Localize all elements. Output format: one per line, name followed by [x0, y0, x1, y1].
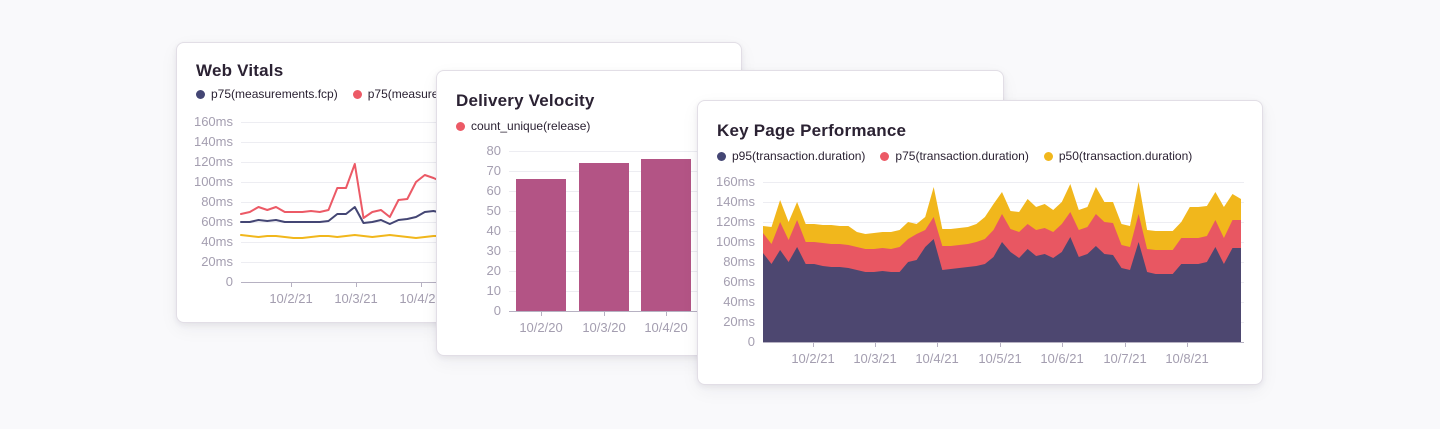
x-axis-label: 10/8/21	[1165, 351, 1209, 366]
x-axis-label: 10/3/20	[582, 320, 626, 335]
legend-item-p75-fcp[interactable]: p75(measurements.fcp)	[196, 87, 338, 101]
key-page-performance-title: Key Page Performance	[717, 121, 907, 140]
x-axis-label: 10/6/21	[1040, 351, 1084, 366]
legend-item-count-unique-release[interactable]: count_unique(release)	[456, 119, 590, 133]
legend-dot-icon	[1043, 151, 1053, 161]
delivery-velocity-title: Delivery Velocity	[456, 91, 595, 110]
gridline	[241, 242, 451, 243]
x-axis-tick	[1000, 342, 1001, 347]
delivery-velocity-legend: count_unique(release)	[456, 119, 590, 133]
x-axis-tick	[421, 282, 422, 287]
y-axis-label: 60ms	[201, 214, 233, 229]
x-axis-tick	[356, 282, 357, 287]
legend-item-p95-duration[interactable]: p95(transaction.duration)	[717, 149, 865, 163]
y-axis-label: 40ms	[201, 234, 233, 249]
gridline	[241, 262, 451, 263]
y-axis-label: 100ms	[193, 174, 233, 189]
y-axis-label: 60ms	[723, 274, 755, 289]
y-axis-label: 120ms	[193, 154, 233, 169]
legend-dot-icon	[717, 151, 726, 161]
y-axis-label: 40	[486, 223, 501, 238]
gridline	[241, 142, 451, 143]
bar-plot[interactable]	[509, 151, 989, 311]
legend-dot-icon	[352, 89, 362, 99]
y-axis-label: 140ms	[715, 194, 755, 209]
area-series	[763, 237, 1241, 342]
y-axis-label: 160ms	[193, 114, 233, 129]
x-axis-tick	[541, 311, 542, 316]
y-axis-label: 20ms	[201, 254, 233, 269]
y-axis-label: 70	[486, 163, 501, 178]
x-axis-tick	[1187, 342, 1188, 347]
x-axis-label: 10/4/21	[915, 351, 959, 366]
legend-dot-icon	[196, 89, 205, 99]
y-axis-label: 40ms	[723, 294, 755, 309]
legend-label: p75(measurements.fcp)	[211, 87, 338, 101]
legend-dot-icon	[880, 151, 890, 161]
gridline	[241, 222, 451, 223]
x-axis-label: 10/2/20	[519, 320, 563, 335]
area-plot[interactable]	[763, 182, 1241, 342]
gridline	[241, 122, 451, 123]
y-axis-label: 0	[747, 334, 755, 349]
bar[interactable]	[641, 159, 691, 311]
y-axis-label: 0	[225, 274, 233, 289]
legend-label: p95(transaction.duration)	[732, 149, 866, 163]
x-axis-line	[763, 342, 1244, 343]
web-vitals-title: Web Vitals	[196, 61, 284, 80]
line-series	[240, 206, 452, 225]
y-axis-label: 100ms	[715, 234, 755, 249]
y-axis-label: 140ms	[193, 134, 233, 149]
key-page-performance-legend: p95(transaction.duration) p75(transactio…	[717, 149, 1192, 163]
x-axis-tick	[604, 311, 605, 316]
x-axis-tick	[875, 342, 876, 347]
x-axis-tick	[666, 311, 667, 316]
x-axis-label: 10/2/21	[269, 291, 313, 306]
legend-item-p75-duration[interactable]: p75(transaction.duration)	[880, 149, 1029, 163]
line-series	[240, 163, 452, 219]
bar[interactable]	[516, 179, 566, 311]
x-axis-label: 10/5/21	[978, 351, 1022, 366]
y-axis-label: 0	[493, 303, 501, 318]
x-axis-label: 10/7/21	[1103, 351, 1147, 366]
x-axis-tick	[1125, 342, 1126, 347]
x-axis-tick	[937, 342, 938, 347]
y-axis-label: 80ms	[201, 194, 233, 209]
y-axis-label: 10	[486, 283, 501, 298]
legend-label: p75(transaction.duration)	[895, 149, 1029, 163]
x-axis-label: 10/4/21	[399, 291, 443, 306]
y-axis-label: 20ms	[723, 314, 755, 329]
y-axis-label: 80ms	[723, 254, 755, 269]
y-axis-label: 60	[486, 183, 501, 198]
x-axis-tick	[291, 282, 292, 287]
legend-label: p50(transaction.duration)	[1058, 149, 1193, 163]
x-axis-tick	[813, 342, 814, 347]
legend-label: count_unique(release)	[471, 119, 591, 133]
gridline	[241, 202, 451, 203]
gridline	[241, 162, 451, 163]
y-axis-label: 160ms	[715, 174, 755, 189]
gridline	[763, 182, 1244, 183]
x-axis-label: 10/3/21	[334, 291, 378, 306]
bar[interactable]	[579, 163, 629, 311]
legend-item-p50-duration[interactable]: p50(transaction.duration)	[1043, 149, 1193, 163]
x-axis-line	[241, 282, 451, 283]
y-axis-label: 120ms	[715, 214, 755, 229]
x-axis-label: 10/3/21	[853, 351, 897, 366]
x-axis-label: 10/4/20	[644, 320, 688, 335]
y-axis-label: 50	[486, 203, 501, 218]
y-axis-label: 80	[486, 143, 501, 158]
gridline	[241, 182, 451, 183]
x-axis-tick	[1062, 342, 1063, 347]
y-axis-label: 20	[486, 263, 501, 278]
legend-dot-icon	[456, 121, 465, 131]
y-axis-label: 30	[486, 243, 501, 258]
x-axis-label: 10/2/21	[791, 351, 835, 366]
line-series	[240, 234, 452, 239]
key-page-performance-card: Key Page Performance p95(transaction.dur…	[697, 100, 1263, 385]
line-plot[interactable]	[240, 122, 452, 282]
